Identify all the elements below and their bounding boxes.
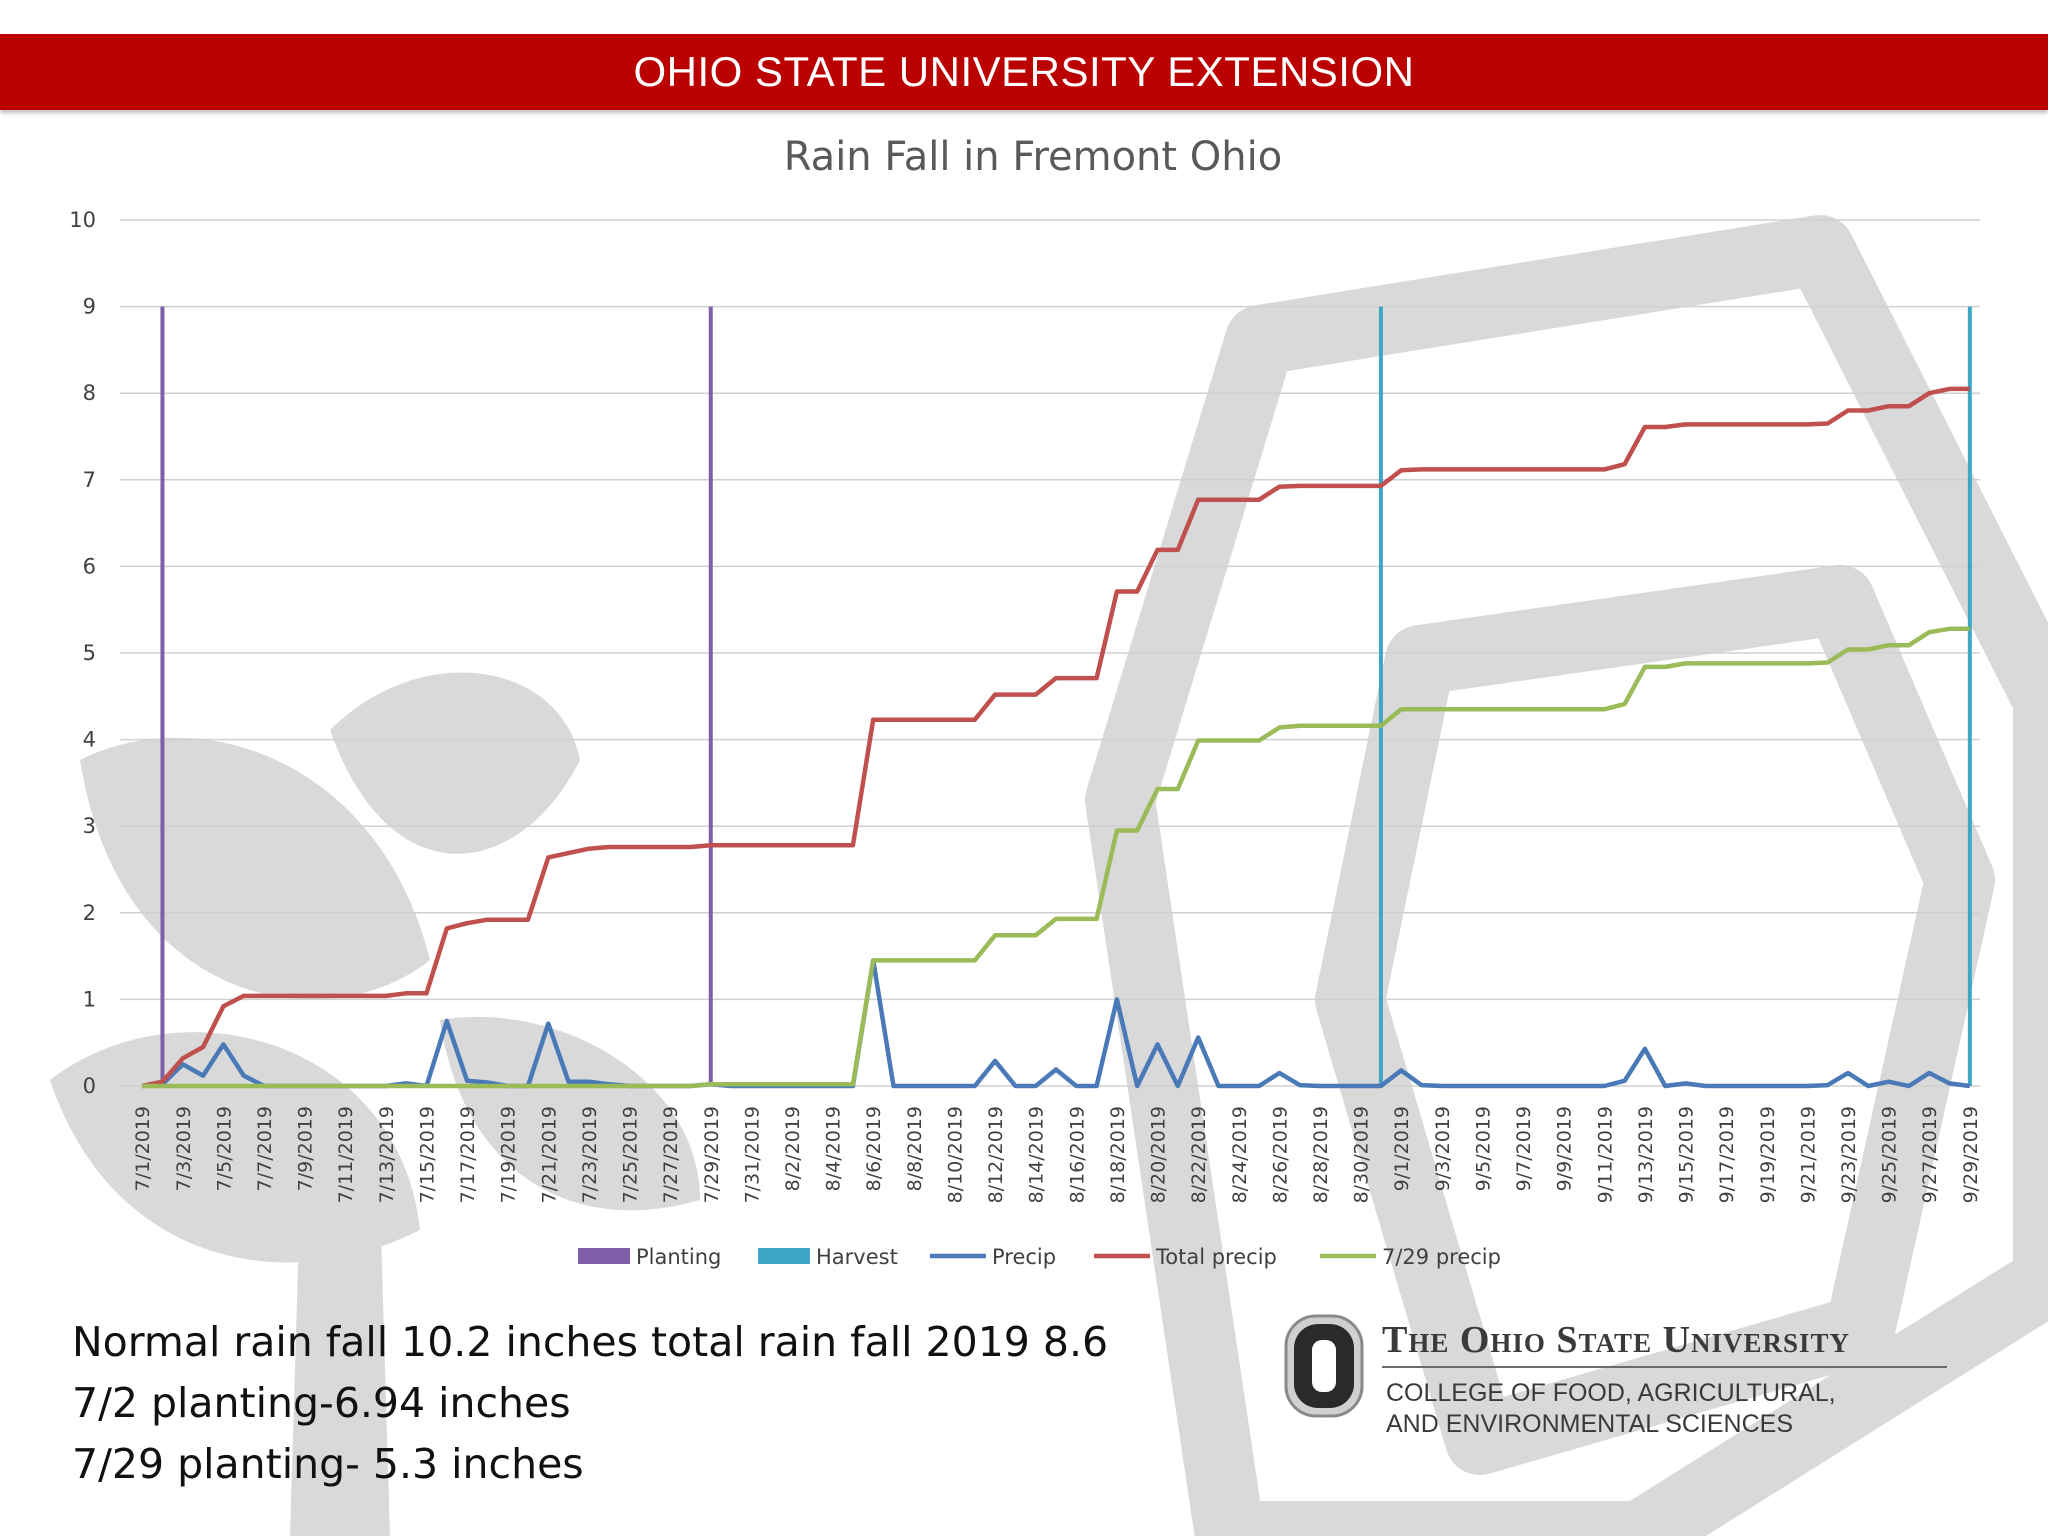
- rainfall-notes: Normal rain fall 10.2 inches total rain …: [72, 1312, 1108, 1495]
- x-tick-label: 7/29/2019: [701, 1106, 723, 1203]
- x-tick-label: 7/31/2019: [741, 1106, 763, 1203]
- x-tick-label: 7/19/2019: [498, 1106, 520, 1203]
- x-tick-label: 9/29/2019: [1960, 1106, 1982, 1203]
- note-line-planting-72: 7/2 planting-6.94 inches: [72, 1379, 571, 1427]
- x-tick-label: 9/9/2019: [1554, 1106, 1576, 1191]
- college-name: COLLEGE OF FOOD, AGRICULTURAL, AND ENVIR…: [1386, 1378, 1836, 1440]
- x-tick-label: 7/17/2019: [457, 1106, 479, 1203]
- college-line-1: COLLEGE OF FOOD, AGRICULTURAL,: [1386, 1379, 1836, 1407]
- gridlines: [120, 219, 1980, 1087]
- rainfall-chart: Rain Fall in Fremont Ohio 0 1 2 3 4 5 6 7 8 9 10 7…: [69, 134, 1982, 1269]
- x-tick-label: 8/6/2019: [863, 1106, 885, 1191]
- x-tick-label: 8/18/2019: [1107, 1106, 1129, 1203]
- x-tick-label: 7/11/2019: [335, 1106, 357, 1203]
- x-tick-label: 8/16/2019: [1066, 1106, 1088, 1203]
- x-tick-label: 8/20/2019: [1148, 1106, 1170, 1203]
- x-tick-label: 9/3/2019: [1432, 1106, 1454, 1191]
- x-tick-label: 9/15/2019: [1676, 1106, 1698, 1203]
- x-tick-label: 7/21/2019: [538, 1106, 560, 1203]
- legend-label: Precip: [992, 1245, 1056, 1269]
- x-axis-ticks: 7/1/2019 7/3/2019 7/5/2019 7/7/2019 7/9/2019…: [132, 1106, 1982, 1203]
- x-tick-label: 7/13/2019: [376, 1106, 398, 1203]
- x-tick-label: 9/7/2019: [1513, 1106, 1535, 1191]
- y-tick-label: 2: [83, 901, 96, 925]
- x-tick-label: 9/23/2019: [1838, 1106, 1860, 1203]
- x-tick-label: 9/5/2019: [1472, 1106, 1494, 1191]
- series-line-7-29-precip: [142, 626, 1970, 1089]
- y-tick-label: 8: [83, 381, 96, 405]
- legend-swatch-harvest: [758, 1248, 810, 1264]
- x-tick-label: 7/25/2019: [620, 1106, 642, 1203]
- x-tick-label: 7/9/2019: [295, 1106, 317, 1191]
- x-tick-label: 9/27/2019: [1919, 1106, 1941, 1203]
- x-tick-label: 8/14/2019: [1026, 1106, 1048, 1203]
- x-tick-label: 7/23/2019: [579, 1106, 601, 1203]
- x-tick-label: 7/3/2019: [173, 1106, 195, 1191]
- legend-swatch-planting: [578, 1248, 630, 1264]
- block-o-icon: [1284, 1314, 1364, 1418]
- x-tick-label: 7/27/2019: [660, 1106, 682, 1203]
- x-tick-label: 8/2/2019: [782, 1106, 804, 1191]
- x-tick-label: 7/1/2019: [132, 1106, 154, 1191]
- legend-label: 7/29 precip: [1382, 1245, 1501, 1269]
- x-tick-label: 7/7/2019: [254, 1106, 276, 1191]
- x-tick-label: 9/1/2019: [1391, 1106, 1413, 1191]
- logo-divider: [1382, 1366, 1947, 1368]
- legend: Planting Harvest Precip Total precip 7/29 pr…: [578, 1245, 1501, 1269]
- legend-label: Total precip: [1155, 1245, 1277, 1269]
- y-tick-label: 7: [83, 468, 96, 492]
- x-tick-label: 8/24/2019: [1229, 1106, 1251, 1203]
- y-tick-label: 5: [83, 641, 96, 665]
- note-line-planting-729: 7/29 planting- 5.3 inches: [72, 1440, 584, 1488]
- x-tick-label: 9/13/2019: [1635, 1106, 1657, 1203]
- series-layer: [141, 306, 1972, 1089]
- x-tick-label: 9/25/2019: [1879, 1106, 1901, 1203]
- x-tick-label: 7/5/2019: [213, 1106, 235, 1191]
- x-tick-label: 8/10/2019: [944, 1106, 966, 1203]
- osu-logo: The Ohio State University COLLEGE OF FOO…: [1278, 1310, 1958, 1440]
- chart-title: Rain Fall in Fremont Ohio: [784, 134, 1282, 180]
- extension-banner: OHIO STATE UNIVERSITY EXTENSION: [0, 34, 2048, 110]
- x-tick-label: 8/30/2019: [1351, 1106, 1373, 1203]
- x-tick-label: 8/26/2019: [1269, 1106, 1291, 1203]
- x-tick-label: 8/28/2019: [1310, 1106, 1332, 1203]
- y-tick-label: 0: [83, 1074, 96, 1098]
- series-line-total-precip: [141, 386, 1970, 1089]
- y-tick-label: 9: [83, 295, 96, 319]
- y-tick-label: 10: [69, 208, 96, 232]
- banner-title: OHIO STATE UNIVERSITY EXTENSION: [633, 48, 1415, 95]
- y-tick-label: 1: [83, 987, 96, 1011]
- x-tick-label: 8/22/2019: [1188, 1106, 1210, 1203]
- x-tick-label: 9/11/2019: [1594, 1106, 1616, 1203]
- x-tick-label: 8/8/2019: [904, 1106, 926, 1191]
- x-tick-label: 9/17/2019: [1716, 1106, 1738, 1203]
- y-tick-label: 4: [83, 728, 96, 752]
- y-tick-label: 6: [83, 554, 96, 578]
- x-tick-label: 7/15/2019: [416, 1106, 438, 1203]
- note-line-normal: Normal rain fall 10.2 inches total rain …: [72, 1318, 1109, 1366]
- legend-label: Planting: [636, 1245, 721, 1269]
- y-axis-ticks: 0 1 2 3 4 5 6 7 8 9 10: [69, 208, 96, 1098]
- university-name: The Ohio State University: [1382, 1319, 1851, 1361]
- x-tick-label: 8/4/2019: [823, 1106, 845, 1191]
- legend-label: Harvest: [816, 1245, 898, 1269]
- series-line-precip: [142, 958, 1971, 1089]
- x-tick-label: 9/21/2019: [1797, 1106, 1819, 1203]
- college-line-2: AND ENVIRONMENTAL SCIENCES: [1386, 1410, 1794, 1438]
- x-tick-label: 9/19/2019: [1757, 1106, 1779, 1203]
- y-tick-label: 3: [83, 814, 96, 838]
- x-tick-label: 8/12/2019: [985, 1106, 1007, 1203]
